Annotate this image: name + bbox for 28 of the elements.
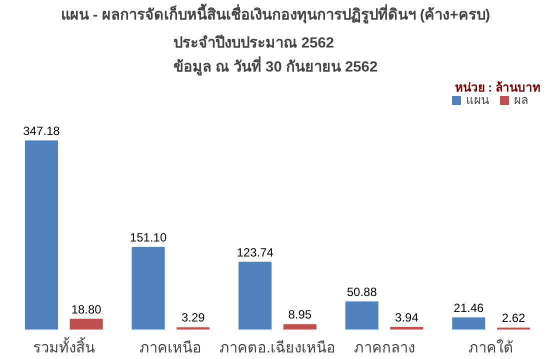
data-label: 123.74: [236, 245, 274, 260]
data-label: 8.95: [288, 308, 312, 322]
bar: [238, 262, 272, 330]
bar: [283, 324, 316, 330]
data-label: 50.88: [346, 284, 378, 299]
data-label: 3.29: [181, 310, 206, 325]
x-tick-label: ภาคใต้: [468, 338, 514, 356]
data-label: 151.10: [130, 230, 167, 244]
data-label: 2.62: [502, 311, 526, 326]
chart-subtitle: ประจำปีงบประมาณ 2562 ข้อมูล ณ วันที่ 30 กันยายน 2562: [173, 34, 378, 76]
data-label: 18.80: [71, 302, 102, 316]
legend-label: แผน: [466, 92, 489, 109]
x-tick-label: ภาคเหนือ: [140, 340, 202, 356]
data-label: 3.94: [395, 310, 419, 324]
bar: [70, 318, 103, 330]
bar: [132, 246, 165, 330]
x-tick-label: ภาคกลาง: [354, 340, 415, 356]
x-tick-label: ภาคตอ.เฉียงเหนือ: [219, 340, 336, 356]
data-label: 21.46: [454, 300, 484, 315]
bar: [452, 317, 486, 330]
bar: [24, 140, 58, 330]
bar: [390, 326, 424, 330]
chart-title: แผน - ผลการจัดเก็บหนี้สินเชื่อเงินกองทุนการปฏิรูปที่ดินฯ (ค้าง+ครบ): [60, 4, 490, 24]
bar: [345, 301, 378, 330]
data-label: 347.18: [23, 124, 60, 138]
text: หน่วย : ล้านบาท: [454, 80, 541, 94]
legend-label: ผล: [514, 92, 529, 109]
x-tick-label: รวมทั้งสิ้น: [32, 336, 95, 356]
